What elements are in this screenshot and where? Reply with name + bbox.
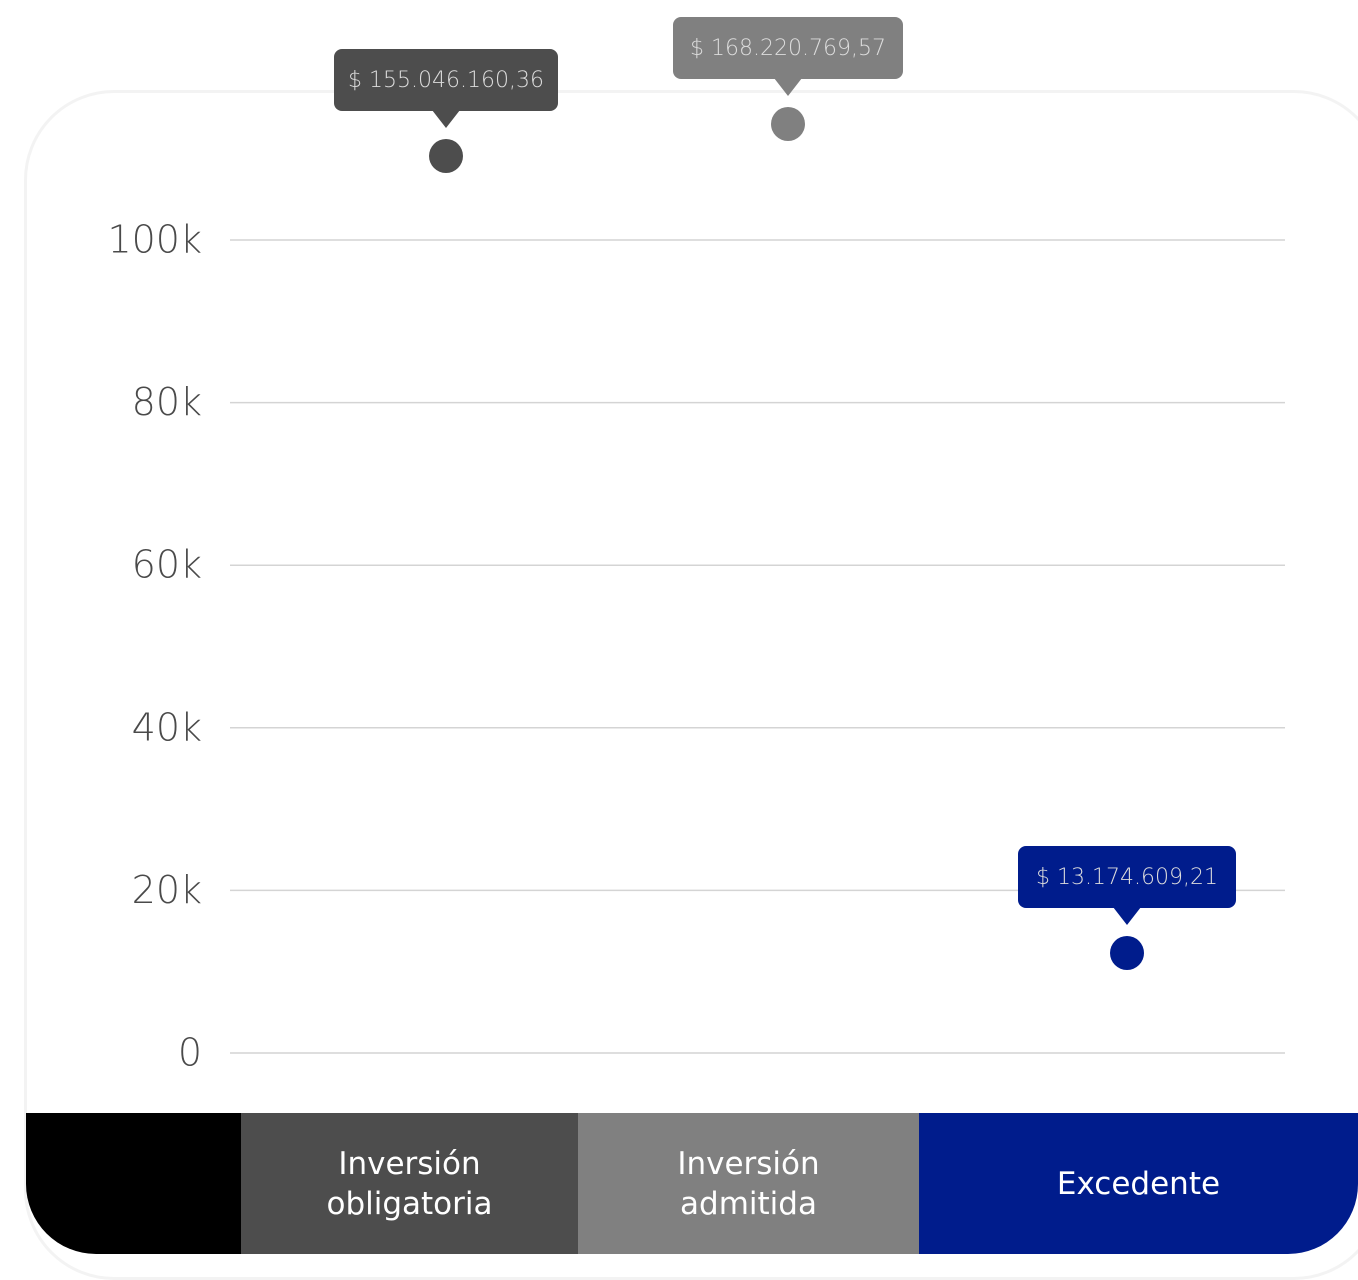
tooltip-box xyxy=(1018,846,1236,908)
grid-layer xyxy=(230,239,1285,1054)
data-point[interactable] xyxy=(1110,936,1144,970)
data-point[interactable] xyxy=(429,139,463,173)
data-point-group: $ 13.174.609,21 xyxy=(1018,846,1236,970)
data-points: $ 155.046.160,36 $ 168.220.769,57 $ 13.174… xyxy=(334,17,1236,970)
legend-label-line1: Inversión xyxy=(677,1145,820,1182)
tooltip-pointer xyxy=(774,78,802,96)
legend-label-line2: admitida xyxy=(680,1185,817,1222)
y-tick-label: 60k xyxy=(132,543,202,587)
tooltip-box xyxy=(673,17,903,79)
legend-label-line2: obligatoria xyxy=(326,1185,493,1222)
chart-card xyxy=(24,90,1358,1280)
legend-label: Inversión obligatoria xyxy=(326,1144,492,1224)
data-point-group: $ 168.220.769,57 xyxy=(673,17,903,141)
y-tick-label: 100k xyxy=(107,218,202,262)
data-label: $ 13.174.609,21 xyxy=(1036,865,1218,890)
legend-label-line1: Inversión xyxy=(338,1145,481,1182)
legend-blank-cell xyxy=(26,1113,241,1254)
y-tick-label: 80k xyxy=(132,380,202,424)
data-label: $ 168.220.769,57 xyxy=(690,36,886,61)
legend-cell-inversion-admitida: Inversión admitida xyxy=(578,1113,919,1254)
category-legend-bar: Inversión obligatoria Inversión admitida… xyxy=(26,1113,1358,1254)
y-tick-label: 20k xyxy=(132,868,202,912)
legend-label: Inversión admitida xyxy=(677,1144,819,1224)
y-tick-label: 40k xyxy=(132,705,202,749)
chart-plot: 100k 80k 60k 40k 20k 0 $ 155.046.160,36 $ 168.… xyxy=(107,17,1285,1075)
tooltip-pointer xyxy=(1113,907,1141,925)
y-axis-ticks: 100k 80k 60k 40k 20k 0 xyxy=(107,218,202,1075)
data-point[interactable] xyxy=(771,107,805,141)
legend-cell-excedente: Excedente xyxy=(919,1113,1358,1254)
data-label: $ 155.046.160,36 xyxy=(348,68,544,93)
data-point-group: $ 155.046.160,36 xyxy=(334,49,558,173)
legend-label: Excedente xyxy=(1057,1164,1220,1204)
y-tick-label: 0 xyxy=(178,1031,202,1075)
tooltip-box xyxy=(334,49,558,111)
tooltip-pointer xyxy=(432,110,460,128)
legend-cell-inversion-obligatoria: Inversión obligatoria xyxy=(241,1113,578,1254)
legend-label-line1: Excedente xyxy=(1056,1165,1221,1202)
